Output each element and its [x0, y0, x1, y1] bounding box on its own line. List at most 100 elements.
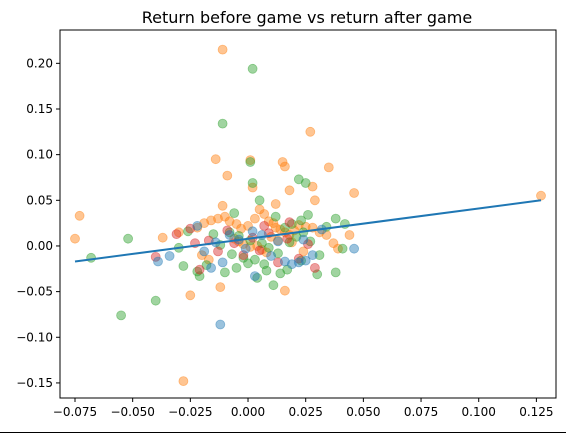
data-point: [314, 250, 325, 261]
data-point: [328, 238, 339, 249]
data-point: [279, 256, 290, 267]
data-point: [273, 236, 283, 247]
data-point: [330, 213, 341, 224]
data-point: [259, 209, 270, 219]
x-tick-label: 0.025: [289, 405, 323, 419]
data-point: [247, 182, 258, 193]
data-point: [286, 259, 297, 270]
data-point: [185, 290, 196, 301]
data-point: [245, 155, 256, 166]
data-point: [231, 262, 242, 273]
data-point: [344, 230, 355, 240]
data-point: [268, 218, 279, 229]
data-point: [206, 262, 217, 273]
data-point: [293, 257, 304, 268]
data-point: [273, 257, 283, 268]
data-point: [249, 254, 260, 265]
data-point: [203, 254, 214, 265]
data-point: [536, 190, 546, 201]
data-point: [273, 235, 283, 246]
data-point: [240, 243, 251, 254]
data-point: [279, 161, 290, 172]
data-point: [296, 215, 307, 226]
x-tick-label: 0.000: [231, 405, 265, 419]
data-point: [330, 267, 341, 278]
data-point: [286, 237, 297, 248]
data-point: [208, 229, 219, 240]
data-point: [217, 44, 228, 55]
data-point: [307, 250, 318, 261]
data-point: [305, 126, 316, 137]
data-point: [171, 229, 182, 240]
y-tick-label: 0.20: [26, 56, 53, 70]
bottom-rule: [0, 432, 566, 433]
data-point: [284, 217, 295, 228]
data-point: [266, 251, 277, 261]
data-point: [247, 226, 258, 237]
data-point: [201, 260, 212, 271]
data-point: [263, 216, 274, 227]
data-point: [286, 219, 297, 229]
x-tick-label: −0.025: [168, 405, 212, 419]
data-point: [123, 233, 134, 244]
data-point: [309, 262, 320, 273]
data-point: [300, 255, 311, 266]
x-tick-label: 0.100: [462, 405, 496, 419]
data-point: [261, 265, 272, 276]
data-point: [293, 174, 304, 185]
data-point: [173, 227, 184, 238]
data-point: [282, 264, 293, 275]
data-point: [247, 63, 258, 74]
data-point: [249, 271, 260, 282]
data-point: [224, 216, 235, 227]
data-point: [256, 244, 267, 255]
y-tick-label: 0.05: [26, 193, 53, 207]
data-point: [247, 178, 258, 188]
data-point: [270, 199, 281, 209]
data-point: [298, 246, 309, 257]
data-point: [185, 223, 196, 234]
data-point: [284, 237, 295, 248]
data-point: [206, 215, 217, 226]
data-point: [254, 245, 265, 256]
data-point: [192, 266, 203, 277]
data-point: [217, 200, 228, 211]
y-axis: −0.15 −0.10 −0.05 0.00 0.05 0.10 0.15 0.20: [16, 56, 60, 390]
data-point: [243, 258, 253, 269]
data-point: [259, 259, 270, 270]
x-axis: −0.075 −0.050 −0.025 0.000 0.025 0.050 0.075 0.…: [53, 398, 554, 419]
chart-title: Return before game vs return after game: [142, 8, 472, 27]
data-point: [219, 211, 230, 222]
y-tick-label: 0.00: [26, 239, 53, 253]
data-point: [245, 157, 256, 167]
data-point: [323, 162, 334, 173]
data-point: [307, 181, 318, 192]
data-point: [74, 210, 85, 221]
data-point: [279, 285, 290, 296]
data-point: [183, 226, 193, 237]
data-point: [164, 251, 175, 261]
data-point: [178, 376, 189, 387]
y-tick-label: −0.15: [16, 376, 53, 390]
data-point: [303, 209, 313, 220]
data-point: [312, 269, 323, 280]
data-point: [178, 261, 189, 271]
data-point: [238, 252, 249, 263]
data-point: [153, 256, 163, 267]
data-point: [194, 264, 205, 275]
data-point: [116, 310, 126, 321]
y-tick-label: 0.10: [26, 148, 53, 162]
data-point: [224, 230, 235, 240]
data-point: [226, 249, 237, 260]
data-point: [215, 282, 226, 293]
data-point: [275, 268, 286, 279]
data-point: [192, 220, 203, 231]
data-point: [300, 178, 311, 188]
data-point: [245, 241, 256, 252]
data-point: [298, 234, 309, 245]
x-tick-label: 0.125: [519, 405, 553, 419]
data-point: [217, 257, 228, 268]
data-point: [273, 248, 283, 259]
